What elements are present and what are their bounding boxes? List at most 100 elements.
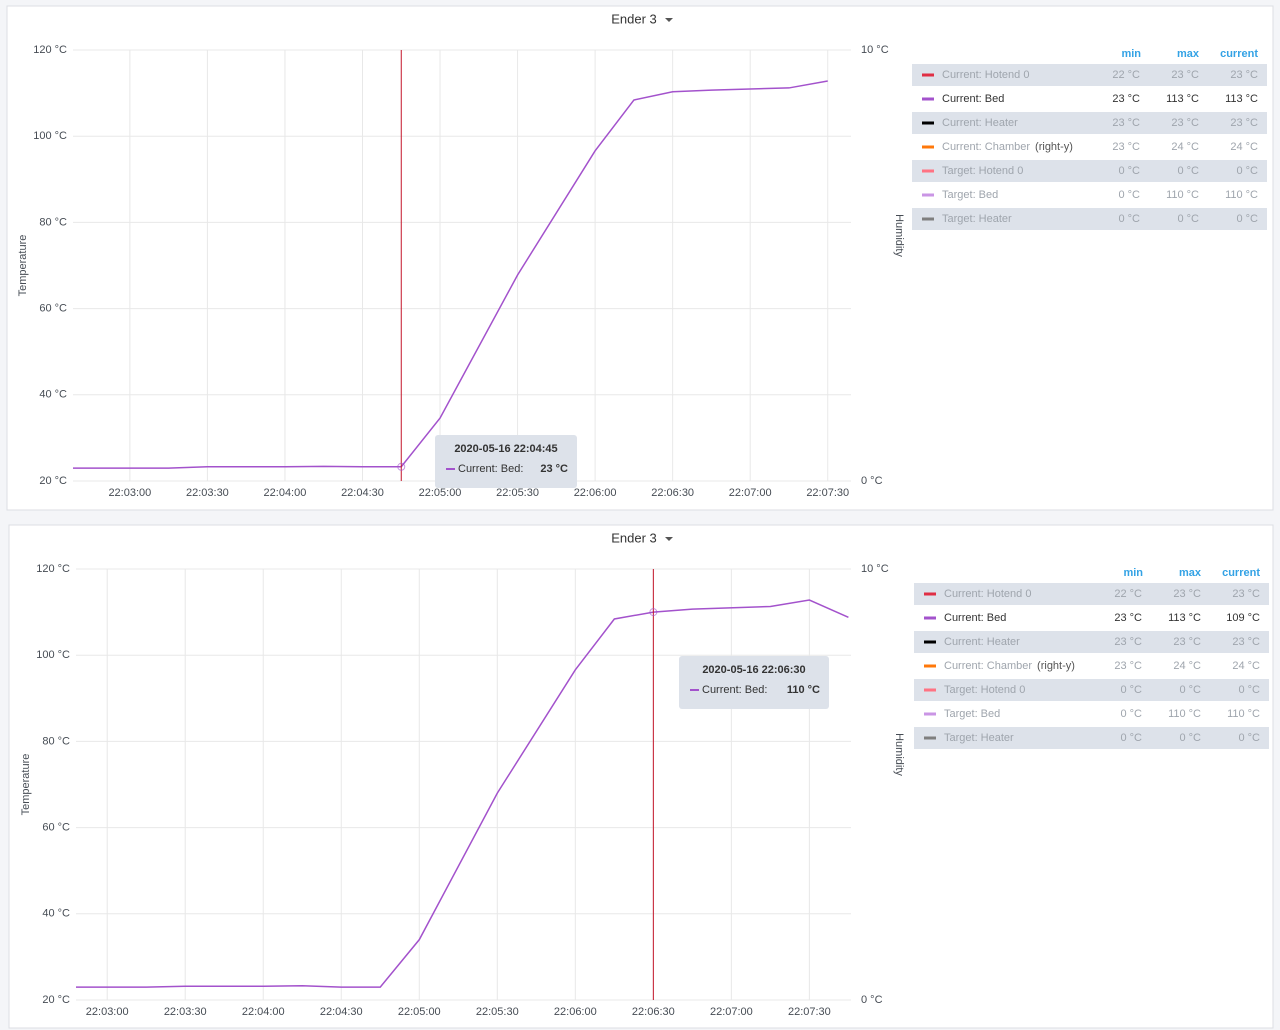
legend-current: 23 °C — [1230, 69, 1258, 81]
y2-tick-label: 10 °C — [861, 44, 889, 56]
legend-max: 24 °C — [1173, 660, 1201, 672]
legend-current: 113 °C — [1225, 93, 1258, 105]
legend-column-header[interactable]: max — [1177, 48, 1200, 60]
legend-max: 23 °C — [1171, 69, 1199, 81]
legend-current: 23 °C — [1230, 117, 1258, 129]
y-axis-label: Temperature — [17, 235, 29, 297]
legend-entry[interactable]: Current: Chamber — [942, 141, 1030, 153]
legend-entry[interactable]: Current: Bed — [942, 93, 1004, 105]
y-tick-label: 20 °C — [42, 994, 70, 1006]
legend-entry[interactable]: Current: Chamber — [944, 660, 1032, 672]
x-tick-label: 22:05:30 — [476, 1006, 519, 1018]
legend-max: 23 °C — [1173, 636, 1201, 648]
y2-tick-label: 0 °C — [861, 475, 883, 487]
legend-entry[interactable]: Current: Hotend 0 — [942, 69, 1029, 81]
legend-entry[interactable]: Target: Hotend 0 — [942, 165, 1023, 177]
legend-min: 22 °C — [1114, 588, 1142, 600]
y-tick-label: 120 °C — [36, 563, 70, 575]
tooltip-value: 110 °C — [787, 684, 820, 696]
legend-min: 0 °C — [1120, 684, 1142, 696]
y2-axis-label: Humidity — [893, 214, 905, 257]
legend-entry[interactable]: Current: Heater — [942, 117, 1018, 129]
legend-entry[interactable]: Current: Heater — [944, 636, 1020, 648]
tooltip-series: Current: Bed: — [702, 684, 767, 696]
legend-column-header[interactable]: min — [1121, 48, 1141, 60]
tooltip-series: Current: Bed: — [458, 463, 523, 475]
legend-entry[interactable]: Target: Heater — [942, 213, 1012, 225]
legend-max: 113 °C — [1166, 93, 1199, 105]
legend-entry[interactable]: Target: Bed — [942, 189, 998, 201]
legend-row-band — [914, 727, 1269, 749]
legend-min: 22 °C — [1112, 69, 1140, 81]
legend-max: 0 °C — [1179, 732, 1201, 744]
legend-row-band — [914, 679, 1269, 701]
y-tick-label: 80 °C — [42, 735, 70, 747]
x-tick-label: 22:07:30 — [788, 1006, 831, 1018]
legend-column-header[interactable]: max — [1179, 567, 1202, 579]
legend-current: 23 °C — [1232, 588, 1260, 600]
legend-suffix: (right-y) — [1037, 660, 1075, 672]
x-tick-label: 22:05:30 — [496, 487, 539, 499]
legend-column-header[interactable]: current — [1222, 567, 1260, 579]
legend-min: 23 °C — [1112, 117, 1140, 129]
legend-min: 23 °C — [1114, 612, 1142, 624]
legend-row-band — [914, 583, 1269, 605]
y-tick-label: 60 °C — [39, 303, 67, 315]
legend-entry[interactable]: Target: Bed — [944, 708, 1000, 720]
legend-max: 110 °C — [1168, 708, 1201, 720]
legend-row-band — [912, 112, 1267, 134]
legend-current: 109 °C — [1226, 612, 1260, 624]
panel — [6, 5, 1274, 511]
legend-current: 0 °C — [1236, 213, 1258, 225]
legend-min: 0 °C — [1120, 732, 1142, 744]
y2-tick-label: 10 °C — [861, 563, 889, 575]
tooltip — [435, 435, 577, 488]
legend-entry[interactable]: Current: Bed — [944, 612, 1006, 624]
legend-row-band — [914, 631, 1269, 653]
legend-max: 24 °C — [1171, 141, 1199, 153]
legend-min: 0 °C — [1118, 213, 1140, 225]
legend-row-band — [912, 64, 1267, 86]
y-tick-label: 120 °C — [33, 44, 67, 56]
y-tick-label: 60 °C — [42, 822, 70, 834]
legend-min: 23 °C — [1112, 141, 1140, 153]
y-axis-label: Temperature — [20, 754, 32, 816]
legend-current: 24 °C — [1230, 141, 1258, 153]
legend-column-header[interactable]: min — [1123, 567, 1143, 579]
x-tick-label: 22:05:00 — [419, 487, 462, 499]
legend-min: 23 °C — [1114, 636, 1142, 648]
legend-min: 0 °C — [1118, 165, 1140, 177]
panel-title[interactable]: Ender 3 — [611, 530, 657, 545]
x-tick-label: 22:03:00 — [86, 1006, 129, 1018]
legend-row-band — [912, 208, 1267, 230]
legend-max: 113 °C — [1168, 612, 1201, 624]
legend-row-band — [912, 160, 1267, 182]
x-tick-label: 22:04:00 — [264, 487, 307, 499]
x-tick-label: 22:07:00 — [710, 1006, 753, 1018]
y-tick-label: 40 °C — [42, 908, 70, 920]
x-tick-label: 22:03:30 — [186, 487, 229, 499]
x-tick-label: 22:03:30 — [164, 1006, 207, 1018]
legend-max: 0 °C — [1177, 165, 1199, 177]
series-line — [76, 599, 849, 988]
legend-min: 0 °C — [1120, 708, 1142, 720]
tooltip — [679, 656, 829, 709]
legend-max: 110 °C — [1166, 189, 1199, 201]
y-tick-label: 20 °C — [39, 475, 67, 487]
series-line — [73, 80, 828, 469]
legend-suffix: (right-y) — [1035, 141, 1073, 153]
legend-entry[interactable]: Current: Hotend 0 — [944, 588, 1031, 600]
x-tick-label: 22:06:30 — [651, 487, 694, 499]
x-tick-label: 22:05:00 — [398, 1006, 441, 1018]
legend-entry[interactable]: Target: Heater — [944, 732, 1014, 744]
legend-current: 23 °C — [1232, 636, 1260, 648]
hover-point — [649, 608, 658, 617]
panel-title[interactable]: Ender 3 — [611, 11, 657, 26]
legend-max: 23 °C — [1173, 588, 1201, 600]
x-tick-label: 22:06:30 — [632, 1006, 675, 1018]
hover-point — [397, 462, 406, 471]
legend-column-header[interactable]: current — [1220, 48, 1258, 60]
x-tick-label: 22:04:30 — [341, 487, 384, 499]
legend-entry[interactable]: Target: Hotend 0 — [944, 684, 1025, 696]
